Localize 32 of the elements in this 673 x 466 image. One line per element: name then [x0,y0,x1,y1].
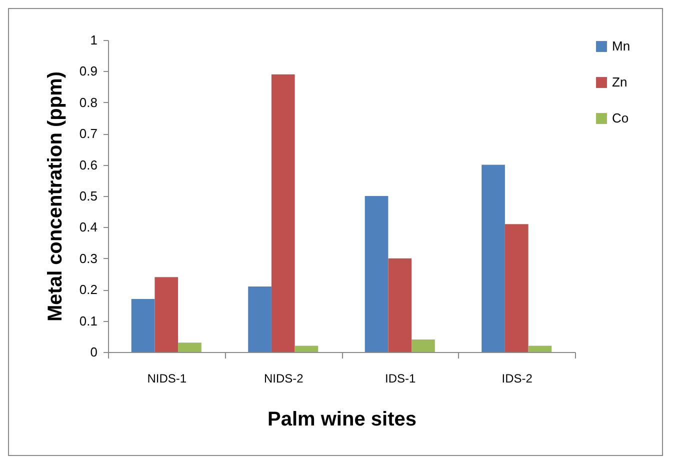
bar [131,298,155,352]
y-axis-title: Metal concentration (ppm) [44,71,66,322]
bar [248,286,272,352]
x-axis-title: Palm wine sites [268,408,416,430]
bar [154,277,178,352]
bar [412,340,435,352]
y-tick-label: 0.9 [79,64,98,79]
y-tick-label: 0.1 [79,313,98,328]
legend-label: Zn [612,74,628,90]
y-tick-label: 0 [90,344,98,360]
bar [388,258,412,352]
y-tick-label: 0.2 [79,282,98,298]
bar [504,224,528,352]
y-tick-label: 0.8 [79,94,98,110]
bar [271,74,295,352]
bar [482,164,505,352]
y-tick-label: 1 [90,32,98,48]
x-tick-label: NIDS-1 [147,372,187,386]
bar [294,346,318,352]
x-tick-label: NIDS-2 [264,372,304,386]
x-tick-label: IDS-2 [502,372,533,386]
x-tick-label: IDS-1 [385,372,416,386]
legend-label: Co [612,110,629,126]
y-tick-label: 0.4 [79,220,98,235]
legend-label: Mn [612,38,630,54]
y-tick-label: 0.7 [79,126,98,142]
bar [528,346,552,352]
bar [178,342,202,352]
y-tick-label: 0.3 [79,250,98,266]
bar [364,196,388,352]
y-tick-label: 0.5 [79,188,98,204]
y-tick-label: 0.6 [79,157,98,172]
